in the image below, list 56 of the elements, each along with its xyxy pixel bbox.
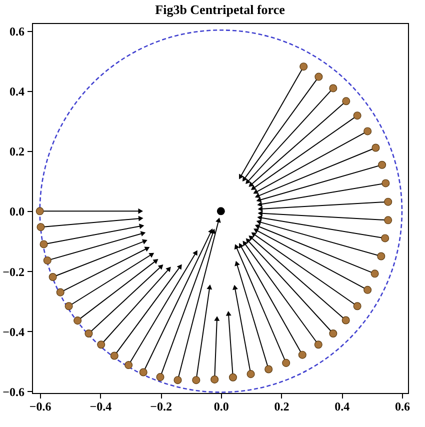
y-tick-label: 0.6 bbox=[10, 24, 24, 38]
point bbox=[384, 198, 392, 206]
point bbox=[300, 62, 308, 71]
point bbox=[314, 340, 322, 349]
point bbox=[64, 302, 73, 310]
x-tick-label: 0.0 bbox=[214, 400, 229, 414]
point bbox=[246, 370, 255, 378]
point bbox=[124, 361, 133, 370]
point bbox=[329, 329, 338, 338]
point bbox=[342, 97, 350, 106]
x-tick-label: −0.6 bbox=[29, 400, 52, 414]
point bbox=[48, 272, 57, 281]
point bbox=[40, 240, 48, 248]
point bbox=[282, 358, 290, 367]
point bbox=[329, 84, 338, 92]
point bbox=[353, 302, 362, 310]
point bbox=[381, 234, 390, 242]
point bbox=[314, 72, 323, 81]
point bbox=[298, 350, 306, 359]
point bbox=[74, 316, 82, 325]
x-tick-label: 0.2 bbox=[274, 400, 290, 414]
y-tick-label: 0.2 bbox=[10, 144, 24, 159]
point bbox=[264, 365, 273, 374]
point bbox=[156, 373, 164, 382]
point bbox=[384, 216, 392, 224]
point bbox=[210, 375, 219, 384]
y-tick-label: 0.0 bbox=[10, 204, 24, 219]
point bbox=[342, 316, 350, 324]
point bbox=[372, 144, 380, 152]
x-tick-label: −0.4 bbox=[90, 400, 112, 414]
point bbox=[36, 207, 44, 216]
point bbox=[353, 112, 362, 120]
point bbox=[192, 376, 200, 384]
point bbox=[364, 127, 372, 136]
point bbox=[364, 286, 372, 294]
point bbox=[228, 373, 237, 382]
y-tick-label: −0.6 bbox=[2, 384, 24, 399]
y-tick-label: 0.4 bbox=[10, 84, 24, 98]
point bbox=[97, 340, 106, 349]
point bbox=[43, 256, 52, 264]
x-tick-label: 0.6 bbox=[394, 400, 410, 414]
point bbox=[382, 179, 390, 188]
x-tick-label: −0.2 bbox=[150, 400, 172, 414]
point bbox=[56, 288, 64, 296]
point bbox=[370, 270, 379, 278]
chart-title: Fig3b Centripetal force bbox=[155, 2, 286, 17]
point bbox=[84, 329, 93, 338]
point bbox=[110, 352, 118, 360]
y-tick-label: −0.2 bbox=[2, 264, 24, 279]
y-tick-label: −0.4 bbox=[2, 324, 24, 339]
point bbox=[174, 376, 182, 384]
x-tick-label: 0.4 bbox=[334, 400, 350, 414]
point bbox=[378, 160, 386, 169]
point bbox=[377, 252, 386, 260]
point bbox=[139, 368, 148, 376]
point bbox=[36, 223, 45, 232]
